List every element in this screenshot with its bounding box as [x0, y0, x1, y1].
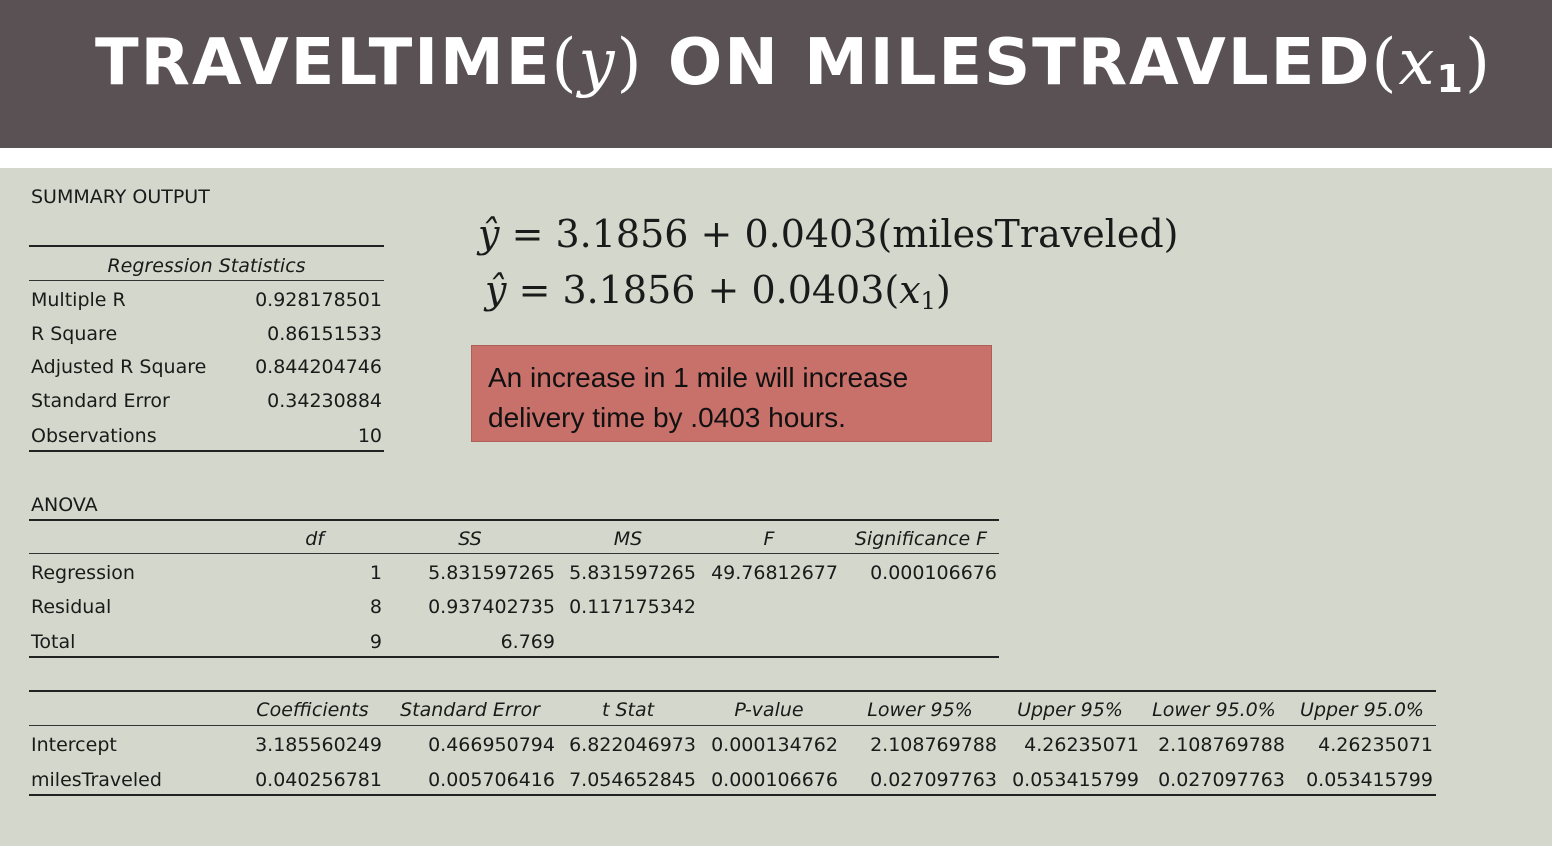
stats-top-rule [29, 245, 384, 247]
coef-cell: 0.000134762 [711, 734, 838, 756]
coef-col-lower-95: Lower 95% [867, 699, 973, 721]
coef-top-rule [29, 690, 1436, 692]
equation-named-rhs: = 3.1856 + 0.0403(milesTraveled) [511, 212, 1179, 256]
anova-top-rule [29, 519, 999, 521]
stats-bottom-rule [29, 450, 384, 452]
coef-col-p-value: P-value [734, 699, 804, 721]
title-word-traveltime: TRAVELTIME [95, 26, 552, 100]
anova-bottom-rule [29, 656, 999, 658]
anova-cell-f: 49.76812677 [711, 562, 838, 584]
anova-col-df: df [305, 528, 324, 550]
anova-col-f: F [763, 528, 775, 550]
anova-row-label: Regression [31, 562, 135, 584]
stats-value-standard-error: 0.34230884 [267, 390, 382, 412]
coef-row-label: Intercept [31, 734, 117, 756]
coef-header-rule [29, 725, 1436, 726]
anova-heading: ANOVA [31, 494, 98, 516]
stats-label-standard-error: Standard Error [31, 390, 170, 412]
coef-bottom-rule [29, 794, 1436, 796]
title-var-x-subscript: 1 [1436, 57, 1465, 101]
coef-col-standard-error: Standard Error [400, 699, 540, 721]
anova-cell-ss: 5.831597265 [428, 562, 555, 584]
slide-title: TRAVELTIME(y) ON MILESTRAVLED(x1) [95, 26, 1492, 101]
coef-cell: 0.005706416 [428, 769, 555, 791]
coef-cell: 3.185560249 [255, 734, 382, 756]
regression-equation-named: ŷ = 3.1856 + 0.0403(milesTraveled) [478, 212, 1178, 256]
coef-cell: 2.108769788 [1158, 734, 1285, 756]
coef-cell: 0.027097763 [870, 769, 997, 791]
coef-cell: 7.054652845 [569, 769, 696, 791]
equation-var-x: x [899, 268, 921, 312]
stats-value-multiple-r: 0.928178501 [255, 289, 382, 311]
stats-value-r-square: 0.86151533 [267, 323, 382, 345]
interpretation-callout: An increase in 1 mile will increase deli… [471, 345, 992, 442]
equation-symbolic-rhs: = 3.1856 + 0.0403( [518, 268, 900, 312]
coef-cell: 4.26235071 [1024, 734, 1139, 756]
anova-cell-ss: 6.769 [500, 631, 555, 653]
stats-label-multiple-r: Multiple R [31, 289, 126, 311]
anova-col-ss: SS [458, 528, 482, 550]
title-banner [0, 0, 1552, 148]
anova-row-label: Residual [31, 596, 112, 618]
banner-divider [0, 148, 1552, 168]
coef-cell: 0.466950794 [428, 734, 555, 756]
coef-col-upper-95-0: Upper 95.0% [1300, 699, 1424, 721]
anova-cell-ss: 0.937402735 [428, 596, 555, 618]
title-word-on: ON [667, 26, 780, 100]
anova-cell-ms: 0.117175342 [569, 596, 696, 618]
coef-cell: 4.26235071 [1318, 734, 1433, 756]
anova-cell-ms: 5.831597265 [569, 562, 696, 584]
coef-cell: 0.000106676 [711, 769, 838, 791]
stats-header-rule [29, 280, 384, 281]
coef-row-label: milesTraveled [31, 769, 162, 791]
callout-line-2: delivery time by .0403 hours. [488, 402, 846, 433]
regression-equation-symbolic: ŷ = 3.1856 + 0.0403(x1) [485, 268, 951, 315]
anova-cell-sig: 0.000106676 [870, 562, 997, 584]
anova-cell-df: 8 [369, 596, 382, 618]
coef-cell: 2.108769788 [870, 734, 997, 756]
callout-line-1: An increase in 1 mile will increase [488, 362, 909, 393]
yhat-symbol: ŷ [478, 212, 500, 256]
anova-col-significance-f: Significance F [854, 528, 988, 550]
coef-col-lower-95-0: Lower 95.0% [1152, 699, 1276, 721]
stats-value-adjusted-r-square: 0.844204746 [255, 356, 382, 378]
anova-col-ms: MS [613, 528, 643, 550]
stats-value-observations: 10 [357, 425, 382, 447]
stats-label-observations: Observations [31, 425, 157, 447]
stats-header: Regression Statistics [107, 255, 306, 277]
anova-cell-df: 1 [369, 562, 382, 584]
equation-var-x-subscript: 1 [920, 287, 936, 315]
title-var-y: y [578, 26, 617, 100]
anova-row-label: Total [31, 631, 76, 653]
title-word-milestravled: MILESTRAVLED [804, 26, 1372, 100]
yhat-symbol: ŷ [485, 268, 507, 312]
coef-col-t-stat: t Stat [601, 699, 655, 721]
coef-cell: 0.053415799 [1306, 769, 1433, 791]
coef-cell: 0.027097763 [1158, 769, 1285, 791]
coef-cell: 0.053415799 [1012, 769, 1139, 791]
coef-col-upper-95: Upper 95% [1017, 699, 1123, 721]
coef-cell: 0.040256781 [255, 769, 382, 791]
anova-header-rule [29, 553, 999, 554]
title-var-x: x [1398, 26, 1437, 100]
coef-col-coefficients: Coefficients [256, 699, 369, 721]
stats-label-r-square: R Square [31, 323, 118, 345]
stats-label-adjusted-r-square: Adjusted R Square [31, 356, 207, 378]
coef-cell: 6.822046973 [569, 734, 696, 756]
summary-heading: SUMMARY OUTPUT [31, 186, 210, 208]
anova-cell-df: 9 [369, 631, 382, 653]
